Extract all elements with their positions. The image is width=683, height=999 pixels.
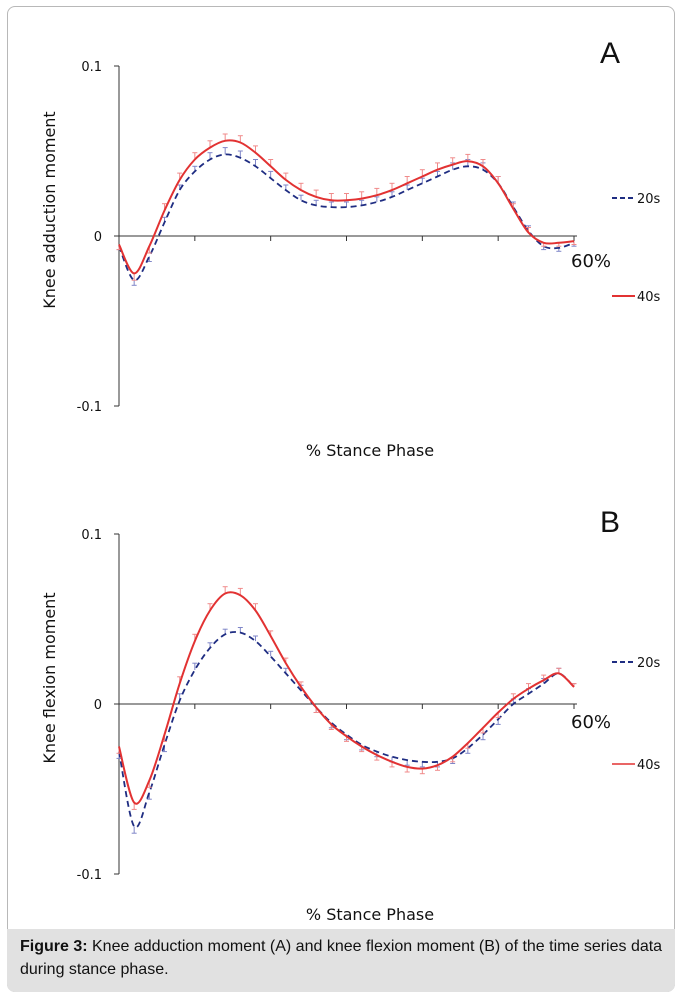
- error-bar-40s-a: [328, 193, 334, 201]
- figure-frame: [7, 6, 675, 992]
- ytick-label-top-b: 0.1: [81, 528, 102, 543]
- chart-panel-a: A Knee adduction moment 0.1 0 -0.1 60% %…: [7, 20, 675, 470]
- panel-label-a: A: [600, 37, 620, 70]
- error-bar-20s-b: [253, 635, 258, 642]
- error-bar-20s-a: [131, 280, 137, 286]
- xlabel-b: % Stance Phase: [306, 905, 434, 924]
- figure-caption: Figure 3: Knee adduction moment (A) and …: [20, 935, 665, 981]
- legend-label-40s-b: 40s: [637, 758, 661, 773]
- chart-b-svg: B Knee flexion moment 0.1 0 -0.1 60% % S…: [40, 506, 661, 924]
- plot-area-b: [114, 533, 577, 875]
- error-bar-20s-b: [480, 734, 486, 741]
- series-line-40s-a: [118, 139, 575, 275]
- error-bar-40s-a: [389, 182, 395, 191]
- error-bar-40s-a: [374, 187, 380, 196]
- error-bar-40s-a: [359, 191, 365, 199]
- caption-background: [7, 929, 675, 992]
- error-bar-20s-b: [268, 650, 274, 657]
- xlabel-a: % Stance Phase: [306, 441, 434, 460]
- caption-body: Knee adduction moment (A) and knee flexi…: [20, 938, 663, 978]
- error-bar-20s-a: [253, 159, 258, 167]
- error-bar-40s-a: [222, 133, 228, 141]
- plot-area-a: [114, 65, 577, 407]
- end-label-a: 60%: [571, 251, 611, 272]
- caption-label: Figure 3:: [20, 938, 88, 955]
- series-line-40s-b: [118, 591, 575, 805]
- ytick-label-zero-a: 0: [94, 230, 102, 245]
- legend-label-40s-a: 40s: [637, 290, 661, 305]
- error-bar-40s-a: [344, 193, 349, 201]
- error-bar-20s-a: [419, 177, 425, 184]
- legend-label-20s-a: 20s: [637, 192, 661, 207]
- end-label-b: 60%: [571, 712, 611, 733]
- error-bar-20s-a: [222, 147, 228, 155]
- ytick-label-bottom-b: -0.1: [77, 868, 102, 883]
- error-bar-20s-a: [207, 152, 213, 160]
- ytick-label-bottom-a: -0.1: [77, 400, 102, 415]
- error-bar-40s-a: [131, 273, 137, 281]
- legend-label-20s-b: 20s: [637, 656, 661, 671]
- chart-a-svg: A Knee adduction moment 0.1 0 -0.1 60% %…: [40, 37, 661, 460]
- error-bar-40s-a: [237, 135, 243, 143]
- chart-panel-b: B Knee flexion moment 0.1 0 -0.1 60% % S…: [7, 488, 675, 938]
- error-bar-20s-a: [237, 150, 243, 158]
- error-bar-20s-a: [298, 194, 304, 201]
- series-line-20s-b: [118, 631, 575, 829]
- ylabel-a: Knee adduction moment: [40, 111, 59, 308]
- ytick-label-zero-b: 0: [94, 698, 102, 713]
- error-bar-40s-a: [435, 162, 440, 170]
- error-bar-40s-a: [450, 157, 456, 165]
- panel-label-b: B: [600, 506, 620, 539]
- ylabel-b: Knee flexion moment: [40, 592, 59, 763]
- error-bar-40s-a: [419, 169, 425, 177]
- series-line-20s-a: [118, 153, 575, 282]
- ytick-label-top-a: 0.1: [81, 60, 102, 75]
- error-bar-40s-b: [222, 586, 228, 594]
- error-bar-40s-a: [313, 189, 319, 197]
- error-bar-20s-b: [192, 662, 198, 670]
- error-bar-40s-a: [465, 153, 471, 162]
- error-bar-40s-a: [404, 176, 410, 184]
- error-bar-20s-b: [465, 748, 471, 754]
- error-bar-20s-a: [541, 246, 547, 251]
- error-bar-20s-a: [374, 196, 380, 202]
- error-bar-20s-b: [131, 826, 137, 834]
